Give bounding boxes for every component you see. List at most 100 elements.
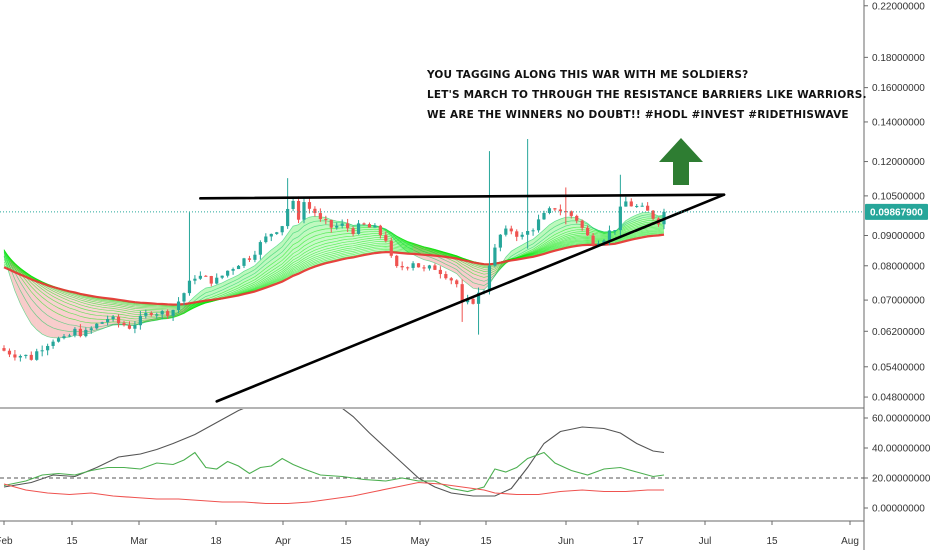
candle-body: [100, 322, 104, 324]
ribbon-band: [293, 250, 299, 257]
candle-body: [558, 209, 562, 212]
ribbon-band: [20, 282, 26, 301]
ribbon-band: [271, 256, 277, 265]
ribbon-band: [249, 276, 255, 283]
candle-body: [569, 211, 573, 216]
ribbon-band: [342, 227, 348, 231]
ribbon-band: [538, 238, 544, 246]
ribbon-band: [271, 272, 277, 278]
ribbon-band: [549, 226, 555, 235]
candle-body: [427, 265, 432, 269]
ribbon-band: [331, 250, 337, 255]
ribbon-band: [314, 253, 321, 258]
ribbon-band: [342, 233, 348, 238]
ribbon-band: [304, 228, 310, 238]
ribbon-band: [194, 291, 201, 301]
ribbon-band: [320, 251, 326, 256]
ribbon-band: [298, 241, 304, 251]
ribbon-band: [522, 246, 528, 253]
ribbon-band: [554, 234, 561, 240]
candle-body: [127, 325, 132, 329]
ribbon-band: [227, 290, 234, 295]
ribbon-band: [522, 241, 528, 250]
candle-body: [122, 323, 126, 326]
ribbon-band: [309, 247, 315, 253]
ribbon-band: [636, 217, 643, 222]
ribbon-band: [69, 298, 75, 303]
candle-body: [526, 231, 530, 235]
candle-body: [515, 231, 519, 237]
ribbon-band: [456, 269, 463, 280]
ribbon-band: [287, 260, 294, 268]
ribbon-band: [64, 316, 70, 325]
ribbon-band: [364, 248, 370, 251]
candle-body: [520, 234, 524, 237]
ribbon-band: [336, 251, 343, 255]
annotation-line-1: YOU TAGGING ALONG THIS WAR WITH ME SOLDI…: [426, 69, 748, 81]
ribbon-band: [91, 301, 97, 305]
ribbon-band: [42, 284, 48, 291]
ribbon-band: [53, 289, 59, 294]
ribbon-band: [527, 239, 534, 247]
time-axis[interactable]: Feb 15 Mar 18 Apr 15 May 15 Jun 17 Jul 15 Aug: [0, 521, 859, 547]
ribbon-band: [336, 247, 343, 251]
ribbon-band: [565, 230, 572, 235]
ribbon-band: [560, 229, 566, 235]
candle-body: [73, 328, 77, 336]
ribbon-band: [91, 299, 97, 303]
ribbon-band: [249, 282, 255, 287]
ribbon-band: [36, 287, 43, 298]
ema-line: [3, 222, 665, 317]
ema-line: [3, 219, 665, 322]
candle-body: [13, 354, 17, 358]
ribbon-band: [369, 250, 375, 253]
candle-body: [607, 230, 612, 241]
ribbon-band: [473, 282, 479, 290]
ribbon-band: [282, 262, 288, 270]
ribbon-band: [74, 319, 81, 327]
ribbon-band: [642, 222, 648, 225]
candle-body: [635, 205, 639, 207]
ribbon-band: [80, 321, 86, 328]
ribbon-band: [42, 289, 48, 297]
price-tick-label: 0.06200000: [872, 327, 925, 338]
up-arrow-shape: [659, 138, 703, 185]
ribbon-band: [249, 273, 255, 280]
ribbon-band: [42, 321, 48, 337]
ribbon-band: [304, 233, 310, 242]
ribbon-band: [571, 233, 577, 237]
ribbon-band: [571, 220, 577, 225]
ribbon-band: [298, 246, 304, 255]
ribbon-band: [64, 296, 70, 301]
ribbon-band: [331, 246, 337, 251]
ribbon-band: [233, 285, 239, 291]
candle-body: [367, 224, 372, 228]
candle-body: [362, 223, 366, 225]
candle-body: [536, 219, 541, 231]
ribbon-band: [96, 302, 103, 306]
ribbon-band: [325, 235, 332, 241]
ribbon-band: [342, 248, 348, 252]
candle-body: [531, 230, 535, 232]
price-axis[interactable]: 0.22000000 0.18000000 0.16000000 0.14000000…: [864, 1, 925, 404]
candle-body: [318, 213, 322, 220]
candle-body: [258, 242, 262, 255]
ribbon-band: [282, 258, 288, 267]
ribbon-band: [238, 271, 244, 279]
candle-body: [384, 235, 388, 241]
candle-body: [133, 325, 137, 329]
ribbon-band: [445, 264, 452, 271]
candle-body: [400, 266, 404, 268]
ribbon-band: [554, 228, 561, 235]
candle-body: [389, 240, 393, 256]
candle-body: [586, 227, 590, 236]
ribbon-band: [369, 245, 375, 249]
ribbon-band: [325, 247, 332, 252]
ribbon-band: [544, 234, 550, 242]
ribbon-band: [254, 264, 261, 274]
ribbon-band: [445, 260, 452, 267]
ema-line: [3, 228, 665, 310]
candle-body: [187, 280, 192, 294]
price-tick-label: 0.09000000: [872, 231, 925, 242]
